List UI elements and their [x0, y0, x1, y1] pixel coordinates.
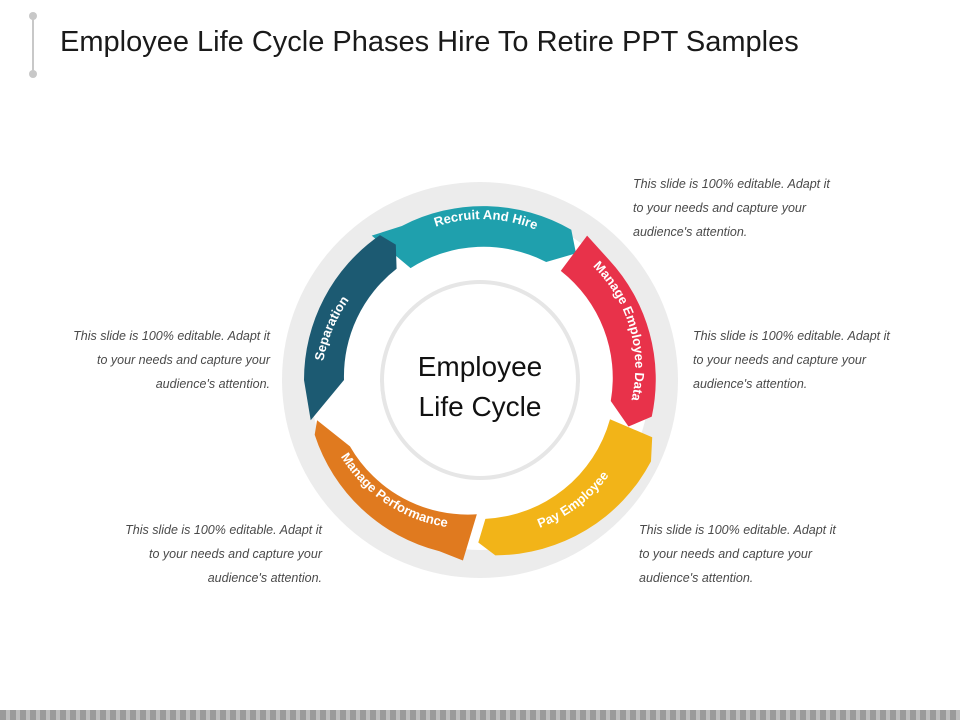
description-mid-left: This slide is 100% editable. Adapt it to…	[50, 324, 270, 396]
bottom-decorative-strip	[0, 710, 960, 720]
description-line: to your needs and capture your	[96, 353, 270, 367]
description-line: to your needs and capture your	[693, 353, 867, 367]
description-line: to your needs and capture your	[148, 547, 322, 561]
description-line: audience's attention.	[693, 377, 808, 391]
accent-dot-bottom	[29, 70, 37, 78]
segment-separation	[303, 235, 397, 421]
accent-dot-top	[29, 12, 37, 20]
description-top-right: This slide is 100% editable. Adapt it to…	[633, 172, 830, 244]
description-line: This slide is 100% editable. Adapt it	[639, 523, 836, 537]
segment-pay-employee	[478, 419, 653, 556]
center-title-line-2: Life Cycle	[419, 391, 542, 422]
description-line: This slide is 100% editable. Adapt it	[125, 523, 322, 537]
center-title-line-1: Employee	[418, 351, 543, 382]
segment-recruit-and-hire	[371, 206, 576, 269]
description-line: This slide is 100% editable. Adapt it	[73, 329, 270, 343]
description-line: to your needs and capture your	[639, 547, 813, 561]
center-circle	[384, 284, 576, 476]
description-mid-right: This slide is 100% editable. Adapt it to…	[693, 324, 890, 396]
page-title: Employee Life Cycle Phases Hire To Retir…	[60, 26, 799, 58]
title-accent-line	[32, 16, 34, 74]
description-bottom-left: This slide is 100% editable. Adapt it to…	[100, 518, 322, 590]
description-line: This slide is 100% editable. Adapt it	[693, 329, 890, 343]
description-line: audience's attention.	[639, 571, 754, 585]
description-line: audience's attention.	[155, 377, 270, 391]
segment-manage-performance	[314, 420, 477, 561]
segment-manage-employee-data	[560, 235, 656, 427]
description-line: to your needs and capture your	[633, 201, 807, 215]
description-line: audience's attention.	[207, 571, 322, 585]
description-line: audience's attention.	[633, 225, 748, 239]
description-line: This slide is 100% editable. Adapt it	[633, 177, 830, 191]
description-bottom-right: This slide is 100% editable. Adapt it to…	[639, 518, 836, 590]
